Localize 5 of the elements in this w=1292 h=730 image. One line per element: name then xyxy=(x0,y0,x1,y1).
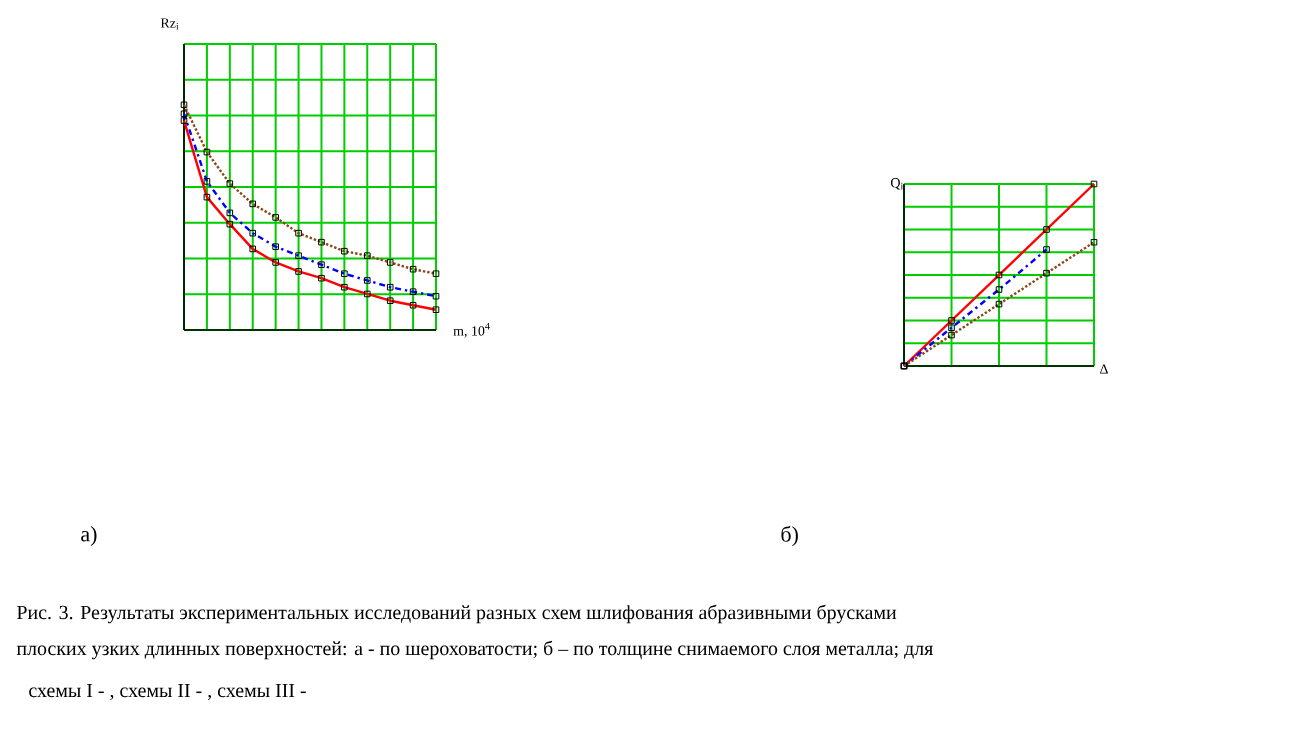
text: а) xyxy=(81,526,97,546)
text: б) xyxy=(781,525,798,547)
text: Рис. 3. Результаты экспериментальных исследований разных схем шлифования абразивными брусками xyxy=(16,604,897,624)
text: плоских узких длинных поверхностей: а - по шероховатости; б – по толщине снимаемого слоя металла; для xyxy=(16,640,933,660)
text: схемы I - , схемы II - , схемы III - xyxy=(29,683,306,701)
